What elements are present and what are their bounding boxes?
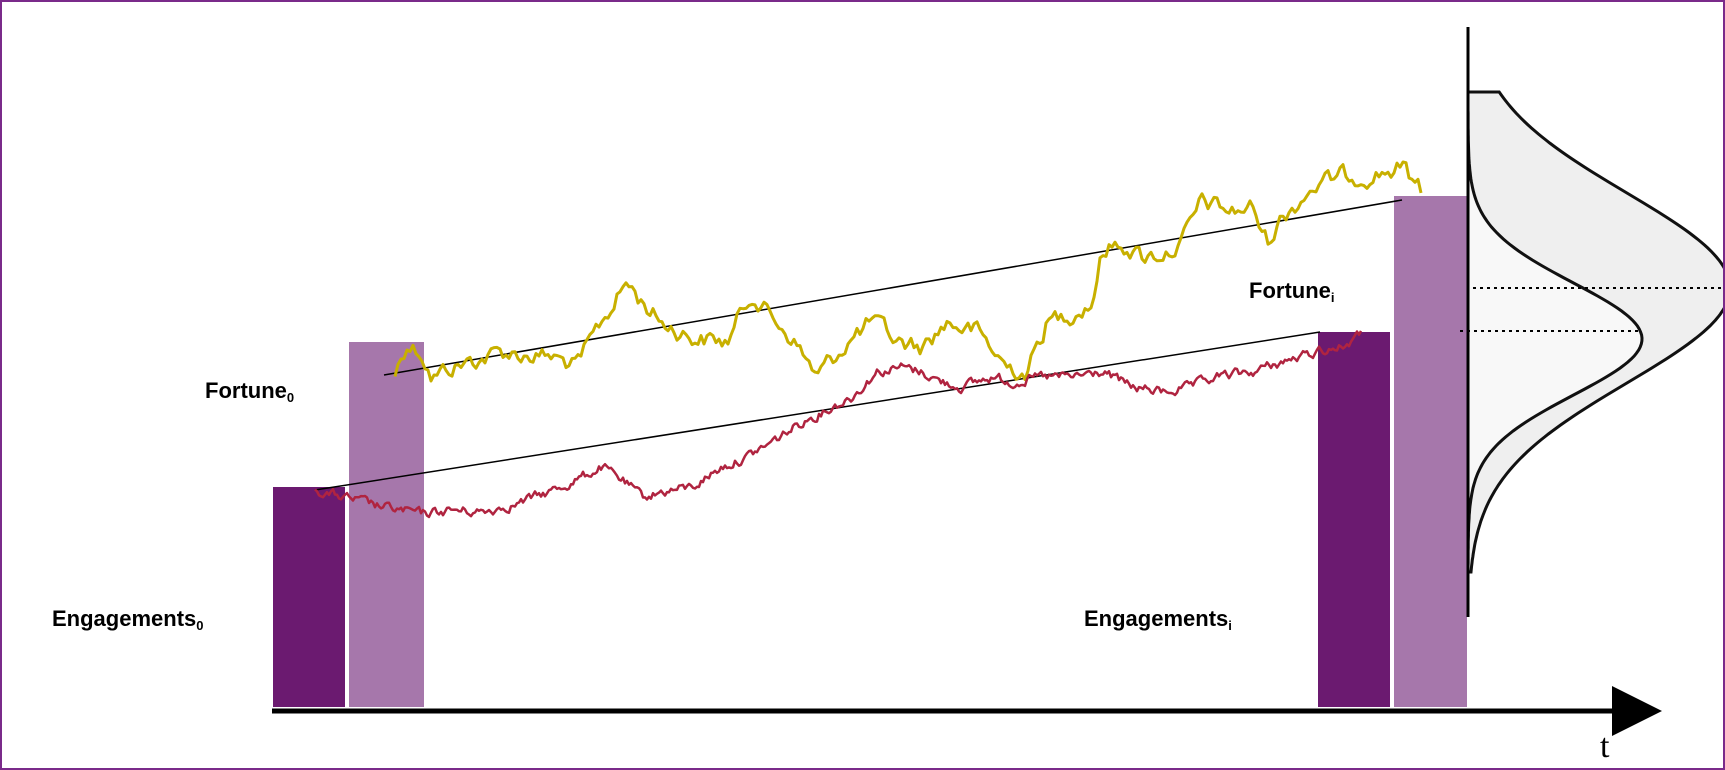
fortune-i-bar (1394, 196, 1467, 707)
engagements-random-walk (314, 330, 1363, 519)
fortune-i-label: Fortunei (1249, 278, 1335, 305)
fortune-random-walk (393, 160, 1423, 383)
engagements-i-label: Engagementsi (1084, 606, 1232, 633)
fortune-0-bar (349, 342, 424, 707)
engagements-i-bar (1318, 332, 1390, 707)
engagements-distribution-curve (1466, 92, 1644, 577)
engagements-0-label: Engagements0 (52, 606, 204, 633)
fortune-trend-line (383, 199, 1403, 376)
engagements-trend-line (314, 331, 1321, 491)
fortune-0-label: Fortune0 (205, 378, 295, 405)
time-axis-label: t (1600, 728, 1610, 765)
engagements-0-bar (273, 487, 345, 707)
